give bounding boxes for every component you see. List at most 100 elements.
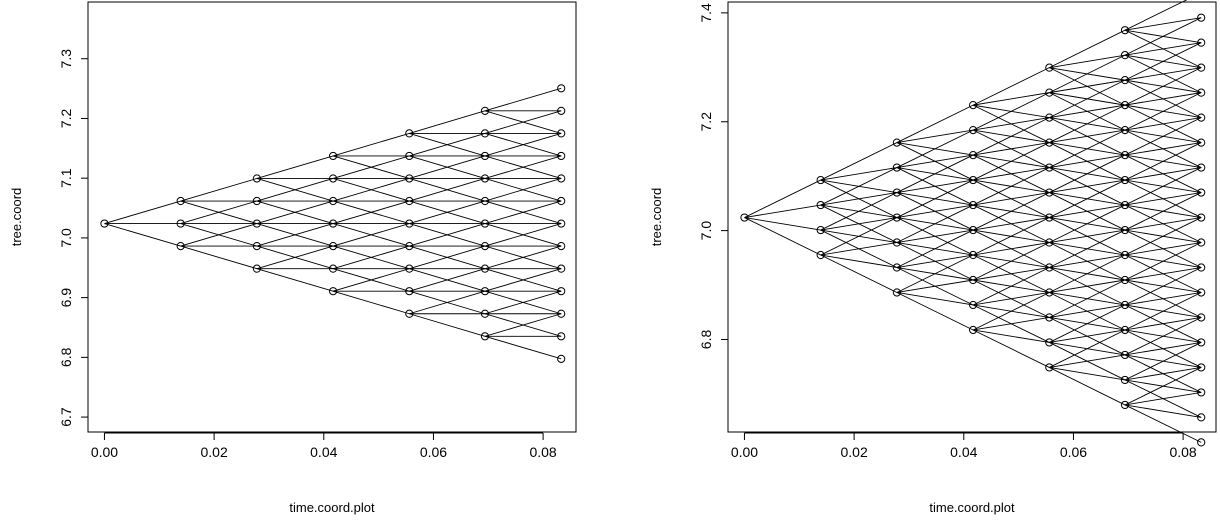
tree-node (816, 225, 825, 235)
tree-node (1045, 138, 1054, 147)
tree-edge (820, 217, 898, 256)
tree-edge (1049, 179, 1126, 218)
tree-edge (409, 268, 486, 292)
tree-edge (484, 335, 562, 360)
tree-edge (972, 192, 1050, 231)
tree-node (1120, 225, 1130, 235)
tree-edge (1124, 242, 1202, 256)
x-tick-label: 0.08 (529, 444, 556, 460)
tree-edge (409, 223, 486, 247)
tree-node (892, 263, 901, 272)
tree-node (969, 225, 978, 235)
tree-node (480, 151, 490, 161)
tree-node (1197, 13, 1206, 22)
tree-edge (973, 92, 1050, 106)
tree-edge (896, 254, 974, 268)
tree-edge (1124, 292, 1202, 331)
tree-node (405, 309, 414, 318)
tree-edge (744, 217, 821, 256)
tree-edge (896, 179, 974, 194)
tree-edge (744, 179, 821, 218)
tree-node (329, 174, 338, 183)
tree-edge (820, 167, 898, 206)
right-tree-nodes (740, 13, 1206, 447)
tree-edge (1049, 279, 1126, 318)
tree-edge (180, 200, 258, 225)
tree-edge (973, 292, 1050, 306)
tree-node (969, 250, 978, 260)
tree-edge (1049, 104, 1126, 143)
tree-node (816, 250, 825, 260)
tree-edge (1049, 279, 1126, 293)
tree-edge (1124, 42, 1202, 81)
tree-edge (484, 155, 562, 179)
tree-edge (972, 92, 1050, 131)
tree-node (252, 264, 261, 273)
tree-edge (1124, 92, 1202, 106)
tree-edge (972, 67, 1050, 106)
x-tick-label: 0.06 (420, 444, 447, 460)
y-tick-label: 7.2 (698, 112, 714, 132)
tree-node (892, 238, 901, 247)
tree-edge (484, 313, 562, 337)
tree-edge (409, 290, 486, 315)
y-tick-label: 7.0 (58, 228, 74, 248)
tree-edge (1124, 391, 1202, 406)
tree-node (480, 129, 490, 138)
tree-node (329, 219, 338, 228)
tree-node (892, 188, 901, 197)
tree-edge (332, 200, 410, 225)
tree-node (1197, 113, 1206, 122)
tree-node (405, 174, 414, 183)
tree-node (480, 196, 490, 206)
tree-node (1197, 188, 1206, 197)
right-tree-edges (744, 0, 1202, 443)
tree-node (405, 219, 414, 228)
tree-node (405, 287, 414, 296)
y-tick-label: 6.8 (58, 347, 74, 367)
tree-edge (1049, 354, 1126, 368)
tree-node (480, 287, 490, 296)
tree-edge (1049, 229, 1126, 268)
tree-node (176, 219, 185, 228)
y-tick-label: 7.3 (58, 49, 74, 69)
tree-edge (1124, 117, 1202, 156)
tree-edge (1124, 142, 1202, 156)
tree-edge (332, 155, 410, 179)
tree-edge (820, 242, 897, 256)
right-y-axis: 6.8 7.0 7.2 7.4 (698, 3, 728, 349)
tree-edge (1049, 329, 1126, 343)
y-tick-label: 6.9 (58, 288, 74, 308)
tree-node (405, 264, 414, 273)
tree-node (480, 264, 490, 273)
tree-node (329, 287, 338, 296)
tree-node (1120, 26, 1130, 35)
tree-edge (1049, 54, 1126, 94)
tree-node (1197, 438, 1206, 447)
tree-edge (973, 192, 1050, 206)
tree-node (329, 264, 338, 273)
tree-edge (896, 229, 974, 243)
tree-node (557, 129, 566, 138)
x-tick-label: 0.02 (840, 444, 867, 460)
tree-node (252, 242, 261, 251)
tree-node (1045, 63, 1054, 72)
tree-edge (104, 223, 181, 247)
tree-node (557, 151, 566, 161)
tree-edge (409, 313, 486, 337)
tree-edge (1124, 42, 1202, 56)
left-tree-plot: 0.00 0.02 0.04 0.06 0.08 6.7 6.8 6.9 7.0 7.1 7.2 7… (9, 1, 577, 515)
tree-edge (409, 155, 486, 179)
tree-node (480, 106, 490, 115)
tree-node (1045, 288, 1054, 297)
tree-node (969, 200, 978, 210)
x-tick-label: 0.04 (950, 444, 977, 460)
tree-node (480, 174, 490, 183)
tree-node (1045, 313, 1054, 322)
tree-edge (1049, 179, 1126, 194)
tree-edge (1049, 154, 1126, 193)
tree-edge (1124, 192, 1202, 231)
tree-edge (1049, 254, 1126, 293)
tree-edge (896, 104, 974, 143)
